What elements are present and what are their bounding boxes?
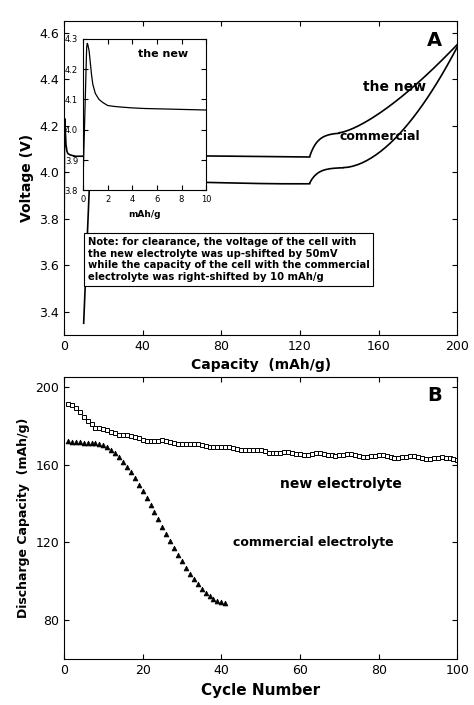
Text: the new: the new <box>363 80 426 94</box>
X-axis label: Capacity  (mAh/g): Capacity (mAh/g) <box>191 358 331 372</box>
Text: commercial: commercial <box>339 130 420 142</box>
Text: Note: for clearance, the voltage of the cell with
the new electrolyte was up-shi: Note: for clearance, the voltage of the … <box>88 238 369 282</box>
Y-axis label: Discharge Capacity  (mAh/g): Discharge Capacity (mAh/g) <box>17 418 30 618</box>
Y-axis label: Voltage (V): Voltage (V) <box>20 134 34 222</box>
Text: B: B <box>427 386 442 405</box>
X-axis label: mAh/g: mAh/g <box>128 210 161 219</box>
Text: A: A <box>427 30 442 49</box>
X-axis label: Cycle Number: Cycle Number <box>201 682 320 697</box>
Text: the new: the new <box>138 49 189 59</box>
Text: new electrolyte: new electrolyte <box>280 477 402 491</box>
Text: commercial electrolyte: commercial electrolyte <box>233 537 394 549</box>
